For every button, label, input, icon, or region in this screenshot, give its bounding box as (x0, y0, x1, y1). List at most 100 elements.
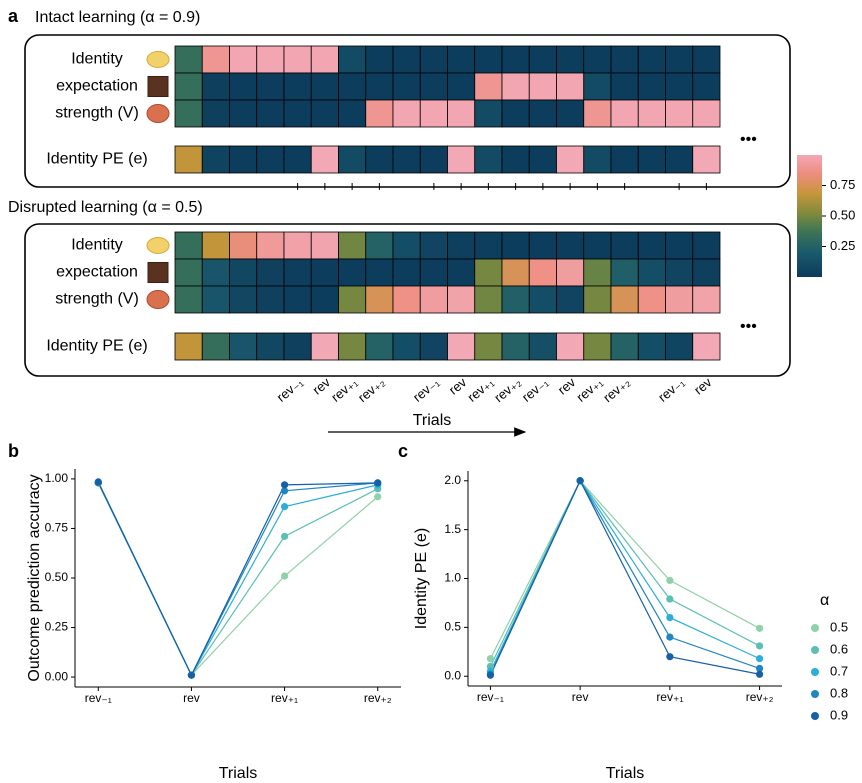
legend-swatch (811, 646, 819, 654)
heatmap-cell (366, 146, 393, 173)
row-label: expectation (56, 78, 138, 95)
column-label: rev₊₂ (491, 374, 524, 405)
heatmap-cell (448, 146, 475, 173)
legend-swatch (811, 668, 819, 676)
heatmap-cell (529, 286, 556, 313)
heatmap-cell (311, 286, 338, 313)
heatmap-cell (393, 100, 420, 127)
heatmap-cell (257, 333, 284, 360)
y-tick-label: 1.00 (45, 471, 69, 485)
panel-letter: b (8, 441, 19, 461)
heatmap-cell (393, 146, 420, 173)
food-icon (148, 263, 168, 283)
data-point (374, 493, 381, 500)
heatmap-cell (284, 333, 311, 360)
heatmap-cell (557, 333, 584, 360)
heatmap-cell (339, 46, 366, 73)
heatmap-cell (448, 259, 475, 286)
food-icon (147, 105, 169, 123)
heatmap-cell (638, 46, 665, 73)
column-label: rev₋₁ (519, 374, 552, 405)
heatmap-cell (311, 46, 338, 73)
heatmap-cell (584, 100, 611, 127)
heatmap-cell (448, 232, 475, 259)
panel-letter: c (398, 441, 408, 461)
x-tick-label: rev₊₁ (656, 690, 683, 704)
data-point (666, 577, 673, 584)
heatmap-cell (693, 73, 720, 100)
heatmap-cell (202, 333, 229, 360)
heatmap-cell (638, 100, 665, 127)
heatmap-cell (257, 286, 284, 313)
colorbar-tick-label: 0.50 (830, 207, 855, 222)
series-line (490, 481, 759, 667)
heatmap-cell (230, 73, 257, 100)
column-label: rev₋₁ (274, 374, 307, 405)
heatmap-cell (420, 286, 447, 313)
data-point (95, 478, 102, 485)
row-label: expectation (56, 264, 138, 281)
data-point (281, 481, 288, 488)
heatmap-cell (584, 259, 611, 286)
heatmap-cell (693, 146, 720, 173)
heatmap-cell (666, 333, 693, 360)
data-point (756, 655, 763, 662)
heatmap-cell (502, 73, 529, 100)
heatmap-cell (393, 73, 420, 100)
data-point (756, 625, 763, 632)
heatmap-cell (175, 146, 202, 173)
heatmap-cell (230, 333, 257, 360)
heatmap-cell (420, 46, 447, 73)
heatmap-cell (366, 73, 393, 100)
heatmap-cell (557, 232, 584, 259)
x-axis-label: Trials (219, 765, 258, 782)
heatmap-cell (638, 146, 665, 173)
heatmap-cell (257, 259, 284, 286)
heatmap-cell (584, 286, 611, 313)
x-tick-label: rev (183, 691, 200, 705)
heatmap-cell (366, 333, 393, 360)
column-label: rev₊₂ (355, 374, 388, 405)
y-tick-label: 2.0 (444, 473, 461, 487)
data-point (281, 572, 288, 579)
x-tick-label: rev₊₂ (364, 691, 392, 705)
food-icon (147, 238, 169, 254)
heatmap-cell (339, 73, 366, 100)
heatmap-cell (611, 232, 638, 259)
column-label: rev₊₂ (600, 374, 633, 405)
heatmap-cell (366, 286, 393, 313)
heatmap-cell (339, 232, 366, 259)
data-point (577, 477, 584, 484)
legend-title: α (820, 592, 829, 609)
heatmap-cell (257, 100, 284, 127)
row-label: strength (V) (55, 291, 139, 308)
data-point (756, 671, 763, 678)
food-icon (147, 52, 169, 68)
column-label: rev₊₁ (464, 374, 497, 405)
y-tick-label: 1.0 (444, 571, 461, 585)
heatmap-cell (339, 333, 366, 360)
heatmap-cell (175, 73, 202, 100)
heatmap-cell (230, 232, 257, 259)
heatmap-cell (448, 286, 475, 313)
column-label: rev₋₁ (410, 374, 443, 405)
heatmap-cell (420, 259, 447, 286)
heatmap-cell (175, 46, 202, 73)
heatmap-cell (638, 232, 665, 259)
y-axis-label: Outcome prediction accuracy (26, 474, 43, 681)
colorbar (797, 155, 822, 277)
heatmap-cell (257, 146, 284, 173)
food-icon (147, 291, 169, 309)
heatmap-cell (393, 286, 420, 313)
heatmap-cell (448, 46, 475, 73)
heatmap-cell (666, 286, 693, 313)
heatmap-cell (175, 232, 202, 259)
heatmap-cell (202, 73, 229, 100)
series-line (490, 481, 759, 672)
data-point (487, 655, 494, 662)
heatmap-cell (284, 286, 311, 313)
x-tick-label: rev₊₂ (746, 690, 774, 704)
data-point (188, 672, 195, 679)
row-label: Identity (71, 237, 123, 254)
heatmap-cell (366, 46, 393, 73)
